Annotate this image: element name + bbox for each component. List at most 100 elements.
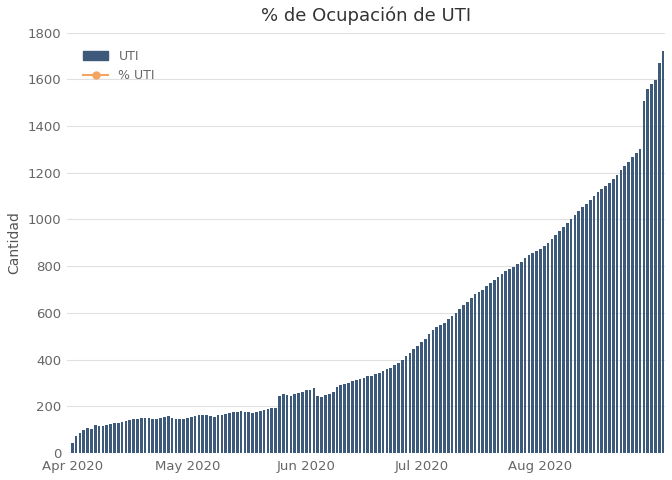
Bar xyxy=(255,411,258,453)
Bar xyxy=(144,418,146,453)
Bar xyxy=(110,424,112,453)
Bar xyxy=(554,235,557,453)
Bar xyxy=(216,415,219,453)
Bar xyxy=(566,223,569,453)
Title: % de Ocupación de UTI: % de Ocupación de UTI xyxy=(261,7,471,25)
Bar xyxy=(386,370,388,453)
Bar xyxy=(117,423,120,453)
Bar xyxy=(101,426,104,453)
Bar xyxy=(90,429,93,453)
Bar xyxy=(351,381,353,453)
Bar xyxy=(458,310,461,453)
Bar xyxy=(294,394,296,453)
Bar xyxy=(347,383,350,453)
Bar xyxy=(247,412,250,453)
Bar xyxy=(274,408,277,453)
Bar xyxy=(478,292,480,453)
Bar xyxy=(317,396,319,453)
Bar xyxy=(362,378,365,453)
Bar xyxy=(562,227,564,453)
Bar xyxy=(71,444,74,453)
Bar xyxy=(301,392,304,453)
Bar xyxy=(612,179,615,453)
Bar xyxy=(382,371,384,453)
Bar xyxy=(228,413,231,453)
Bar xyxy=(243,411,246,453)
Bar xyxy=(175,419,177,453)
Bar xyxy=(151,419,154,453)
Bar xyxy=(577,211,580,453)
Bar xyxy=(335,386,338,453)
Bar xyxy=(224,414,227,453)
Bar xyxy=(186,418,189,453)
Bar xyxy=(328,394,331,453)
Bar xyxy=(642,101,645,453)
Bar xyxy=(635,153,638,453)
Bar xyxy=(205,415,208,453)
Bar xyxy=(474,294,476,453)
Bar xyxy=(290,396,292,453)
Bar xyxy=(159,418,162,453)
Bar xyxy=(136,419,139,453)
Bar xyxy=(581,207,584,453)
Bar xyxy=(443,323,446,453)
Bar xyxy=(558,231,561,453)
Bar xyxy=(209,416,212,453)
Bar xyxy=(462,305,465,453)
Bar xyxy=(650,84,653,453)
Bar xyxy=(232,412,235,453)
Bar xyxy=(355,380,358,453)
Bar xyxy=(359,379,362,453)
Bar xyxy=(312,388,315,453)
Bar xyxy=(167,416,169,453)
Bar xyxy=(194,416,196,453)
Bar xyxy=(624,166,626,453)
Bar xyxy=(589,200,591,453)
Bar xyxy=(263,410,265,453)
Bar xyxy=(447,320,450,453)
Bar xyxy=(481,289,484,453)
Bar xyxy=(627,162,630,453)
Bar xyxy=(236,411,239,453)
Bar xyxy=(489,283,492,453)
Bar xyxy=(339,385,342,453)
Bar xyxy=(86,428,89,453)
Bar xyxy=(654,80,657,453)
Bar xyxy=(171,418,173,453)
Bar xyxy=(431,330,434,453)
Bar xyxy=(662,51,665,453)
Bar xyxy=(343,384,346,453)
Bar xyxy=(585,204,588,453)
Bar xyxy=(435,327,438,453)
Bar xyxy=(270,408,273,453)
Bar xyxy=(297,393,300,453)
Bar xyxy=(420,342,423,453)
Bar xyxy=(75,436,77,453)
Bar xyxy=(397,363,400,453)
Bar xyxy=(439,325,442,453)
Bar xyxy=(251,413,254,453)
Bar xyxy=(148,418,151,453)
Bar xyxy=(600,189,603,453)
Bar xyxy=(454,313,457,453)
Bar xyxy=(597,192,599,453)
Bar xyxy=(393,365,396,453)
Bar xyxy=(466,302,469,453)
Bar xyxy=(520,262,523,453)
Bar xyxy=(570,219,573,453)
Bar xyxy=(497,277,499,453)
Bar xyxy=(282,394,285,453)
Bar xyxy=(608,182,611,453)
Bar xyxy=(198,415,200,453)
Bar xyxy=(535,251,538,453)
Bar xyxy=(409,353,411,453)
Bar xyxy=(547,243,550,453)
Bar xyxy=(190,417,193,453)
Bar xyxy=(106,425,108,453)
Bar xyxy=(240,411,243,453)
Bar xyxy=(370,375,373,453)
Bar xyxy=(505,271,507,453)
Bar xyxy=(374,374,377,453)
Bar xyxy=(543,246,546,453)
Y-axis label: Cantidad: Cantidad xyxy=(7,211,21,274)
